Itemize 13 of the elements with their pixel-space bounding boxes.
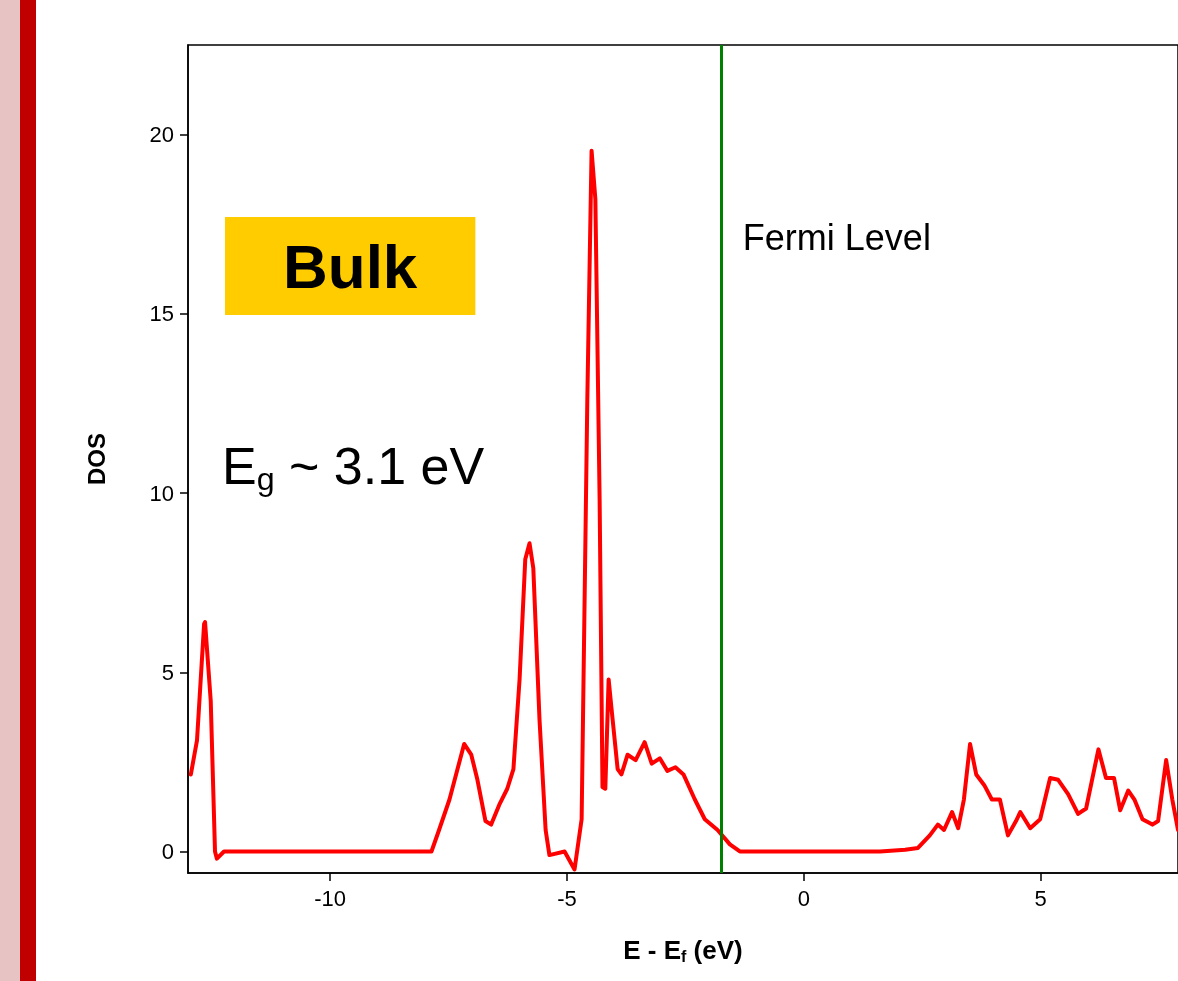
y-axis-title: DOS	[82, 432, 110, 486]
y-tick-label: 15	[149, 301, 174, 327]
ref-line-label: Fermi Level	[742, 216, 931, 258]
y-tick-label: 20	[149, 122, 174, 148]
x-axis-title: E - Ef (eV)	[623, 934, 743, 965]
annotation: Bulk	[283, 231, 418, 301]
y-tick-label: 5	[161, 659, 174, 685]
x-tick-label: -10	[314, 885, 346, 911]
x-tick-label: 0	[797, 885, 810, 911]
y-tick-label: 0	[161, 838, 174, 864]
x-tick-label: 5	[1034, 885, 1047, 911]
y-tick-label: 10	[149, 480, 174, 506]
x-tick-label: -5	[557, 885, 577, 911]
